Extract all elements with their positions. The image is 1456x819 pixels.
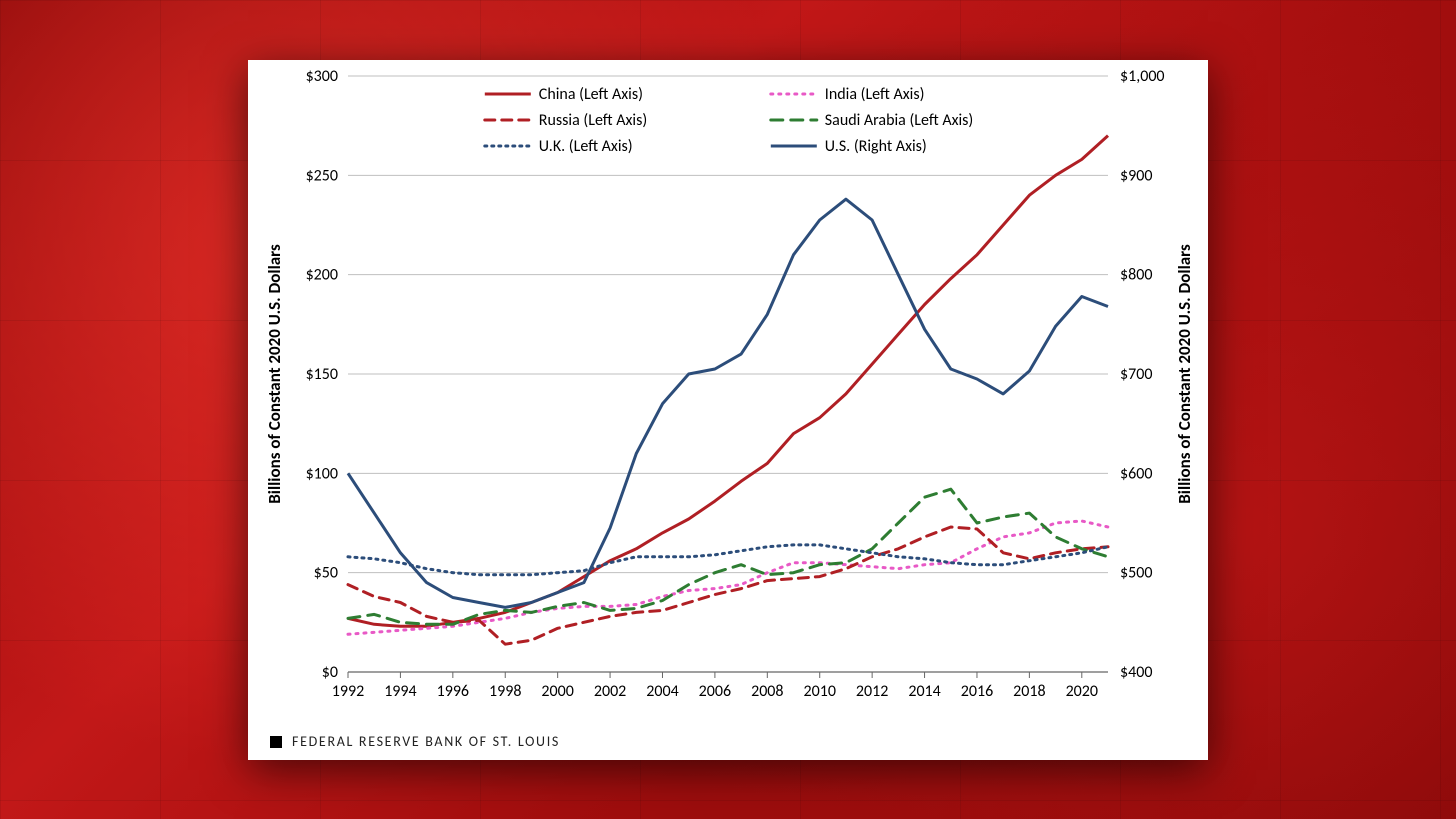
legend-label-saudi: Saudi Arabia (Left Axis)	[825, 111, 973, 130]
y-right-axis-title: Billions of Constant 2020 U.S. Dollars	[1174, 244, 1195, 504]
x-tick-label: 2012	[856, 682, 888, 701]
chart-card: $0 $50 $100 $150 $200 $250 $300 $400 $500 $600 $70…	[248, 60, 1208, 760]
x-tick-label: 1992	[332, 682, 364, 701]
x-tick-label: 2008	[751, 682, 783, 701]
y-left-tick-label: $100	[306, 464, 338, 483]
legend-label-india: India (Left Axis)	[825, 85, 925, 104]
x-tick-label: 2000	[541, 682, 573, 701]
x-tick-label: 2020	[1066, 682, 1098, 701]
y-right-tick-label: $400	[1120, 663, 1152, 682]
chart-plot-container: $0 $50 $100 $150 $200 $250 $300 $400 $500 $600 $70…	[248, 60, 1208, 724]
legend-label-china: China (Left Axis)	[539, 85, 643, 104]
x-tick-label: 2010	[804, 682, 836, 701]
y-left-tick-label: $300	[306, 67, 338, 86]
x-tick-label: 2016	[961, 682, 993, 701]
y-right-tick-label: $900	[1120, 166, 1152, 185]
source-bullet-icon	[270, 736, 282, 748]
series-uk	[348, 545, 1108, 575]
source-label: FEDERAL RESERVE BANK OF ST. LOUIS	[292, 733, 560, 750]
series-india	[348, 521, 1108, 634]
y-left-tick-label: $50	[314, 564, 338, 583]
y-left-axis-title: Billions of Constant 2020 U.S. Dollars	[264, 244, 285, 504]
x-tick-label: 2004	[646, 682, 678, 701]
legend-label-uk: U.K. (Left Axis)	[539, 137, 633, 156]
legend-label-russia: Russia (Left Axis)	[539, 111, 647, 130]
x-tick-label: 2006	[699, 682, 731, 701]
x-tick-label: 1996	[437, 682, 469, 701]
x-tick-label: 1994	[384, 682, 416, 701]
series-saudi	[348, 489, 1108, 624]
x-tick-label: 2014	[908, 682, 940, 701]
y-right-tick-label: $700	[1120, 365, 1152, 384]
page-background: $0 $50 $100 $150 $200 $250 $300 $400 $500 $600 $70…	[0, 0, 1456, 819]
source-attribution: FEDERAL RESERVE BANK OF ST. LOUIS	[270, 733, 560, 750]
x-tick-label: 2018	[1013, 682, 1045, 701]
x-tick-label: 1998	[489, 682, 521, 701]
x-tick-label: 2002	[594, 682, 626, 701]
y-left-tick-label: $200	[306, 266, 338, 285]
y-right-tick-label: $1,000	[1120, 67, 1165, 86]
chart-legend: China (Left Axis) India (Left Axis) Russia…	[485, 85, 973, 156]
y-left-tick-label: $250	[306, 166, 338, 185]
chart-svg: $0 $50 $100 $150 $200 $250 $300 $400 $500 $600 $70…	[248, 60, 1208, 724]
y-right-tick-label: $800	[1120, 266, 1152, 285]
y-right-tick-label: $500	[1120, 564, 1152, 583]
y-left-tick-label: $150	[306, 365, 338, 384]
y-right-tick-label: $600	[1120, 464, 1152, 483]
y-left-tick-label: $0	[322, 663, 338, 682]
legend-label-us: U.S. (Right Axis)	[825, 137, 927, 156]
